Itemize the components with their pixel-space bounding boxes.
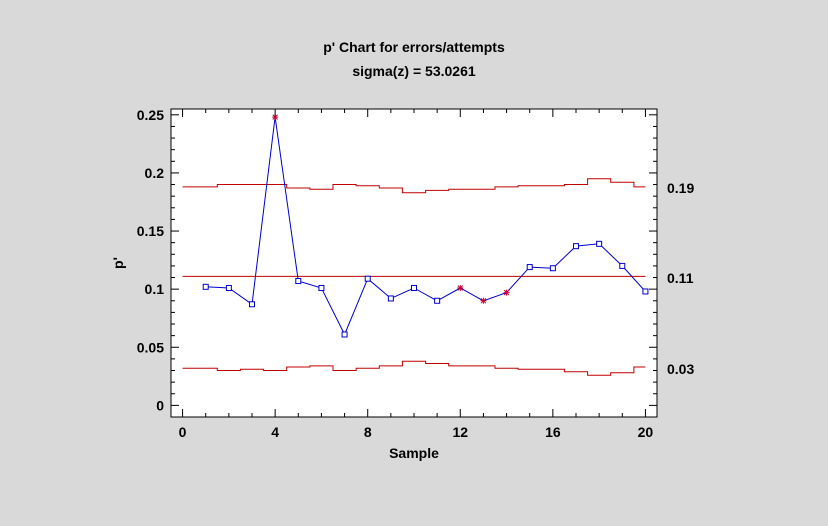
ucl-line [182,178,646,194]
x-tick-label: 8 [364,424,372,440]
data-point-star [457,284,464,291]
data-point [549,265,556,272]
data-point [295,278,302,285]
x-tick-label: 12 [452,424,468,440]
x-tick-label: 20 [638,424,654,440]
data-point [619,262,626,269]
y-tick-label: 0.15 [137,223,164,239]
chart-title: p' Chart for errors/attempts [323,39,505,55]
lcl-label: 0.03 [667,361,694,377]
ucl-label: 0.19 [667,180,694,196]
chart-subtitle: sigma(z) = 53.0261 [352,63,476,79]
data-point [249,301,255,308]
data-point [225,284,232,291]
x-tick-label: 4 [271,424,279,440]
data-point-star [272,114,279,121]
data-point [364,275,371,282]
y-tick-label: 0.1 [145,281,165,297]
data-point [596,240,603,247]
x-tick-label: 16 [545,424,561,440]
data-point [573,243,579,250]
data-point [526,264,533,271]
x-axis-label: Sample [389,445,439,461]
data-point [411,284,417,291]
data-point [202,283,209,290]
data-point-star [503,289,510,296]
series-line [205,117,646,336]
star-stroke [503,289,510,296]
data-point [642,288,649,295]
data-point [387,295,394,302]
y-tick-label: 0.25 [137,107,164,123]
lcl-line [182,360,646,376]
data-point [434,297,441,304]
data-point-star [480,297,487,304]
star-stroke [480,298,487,304]
data-point [318,284,325,291]
y-tick-label: 0.05 [137,339,164,355]
plot-area [170,108,658,418]
x-tick-label: 0 [179,424,187,440]
y-axis-label: p' [110,257,126,269]
center-line-label: 0.11 [667,270,694,286]
data-point [341,331,348,338]
star-stroke [457,285,464,291]
y-tick-label: 0 [156,397,164,413]
star-stroke [272,114,278,120]
y-tick-label: 0.2 [145,165,165,181]
